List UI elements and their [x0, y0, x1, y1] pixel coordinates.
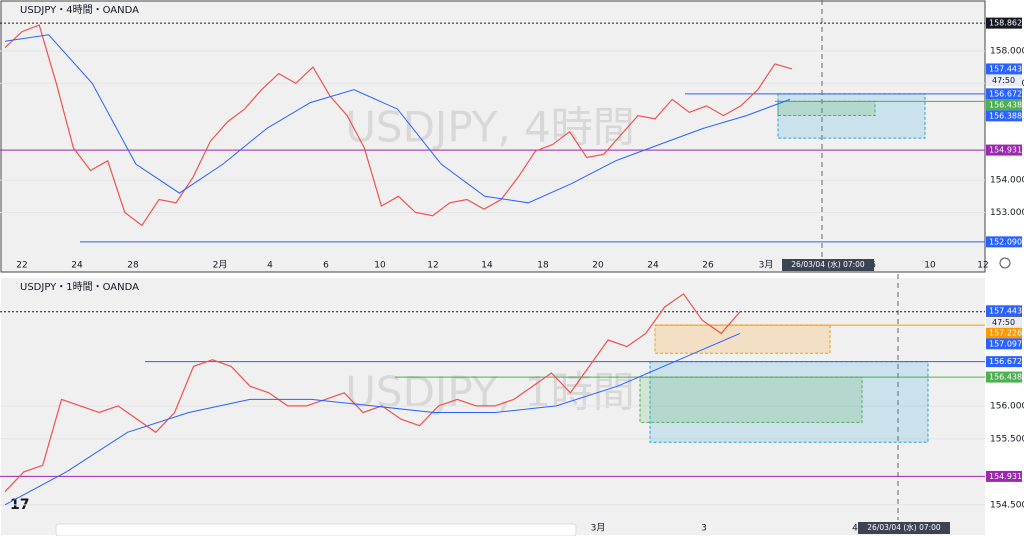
x-tick-label: 24: [647, 261, 659, 271]
price-tag-label: 157.226: [989, 328, 1022, 337]
zone: [649, 361, 929, 443]
price-tag-label: 157.097: [989, 339, 1022, 348]
x-tick-label: 3: [701, 524, 707, 534]
price-tag-label: 156.388: [989, 111, 1022, 120]
x-tick-label: 3月: [759, 260, 774, 271]
y-tick-label: 154.000: [990, 176, 1024, 186]
x-tick-label: 6: [323, 261, 329, 271]
settings-button[interactable]: [999, 257, 1011, 269]
time-tag-box: [858, 522, 950, 534]
x-tick-label: 12: [427, 261, 438, 271]
countdown-box: [986, 316, 1022, 328]
y-tick-label: 155.500: [990, 434, 1024, 444]
time-tag-box: [782, 259, 874, 271]
price-tag: [986, 371, 1022, 383]
price-tag-label: 152.090: [989, 237, 1022, 246]
x-tick-label: 4: [852, 524, 858, 534]
x-tick-label: 10: [924, 261, 936, 271]
price-tag: [986, 338, 1022, 350]
x-tick-label: 18: [537, 261, 549, 271]
price-tag-label: 154.931: [989, 472, 1022, 481]
x-tick-label: 4: [267, 261, 273, 271]
price-tag-label: 158.862: [989, 19, 1022, 28]
time-tag: 26/03/04 (水) 07:00: [791, 259, 865, 269]
price-tag-label: 157.443: [989, 64, 1022, 73]
price-tag-label: 156.438: [989, 100, 1022, 109]
price-tag: [986, 63, 1022, 75]
x-tick-label: 10: [374, 261, 386, 271]
drawing-toolbar[interactable]: [55, 523, 577, 536]
price-tag: [986, 110, 1022, 122]
x-tick-label: 26: [702, 261, 714, 271]
time-tag: 26/03/04 (水) 07:00: [867, 522, 941, 532]
price-tag: [986, 236, 1022, 248]
y-tick-label: 154.500: [990, 500, 1024, 510]
panel-title: USDJPY・4時間・OANDA: [20, 4, 139, 16]
price-line: [4, 332, 741, 506]
x-tick-label: 20: [592, 261, 604, 271]
price-tag: [986, 99, 1022, 111]
price-tag: [986, 88, 1022, 100]
y-tick-label: 153.000: [990, 208, 1024, 218]
x-tick-label: 28: [127, 261, 139, 271]
x-tick-label: 14: [481, 261, 493, 271]
x-tick-label: 24: [71, 261, 83, 271]
y-tick-label: 156.000: [990, 401, 1024, 411]
zone: [777, 100, 876, 117]
price-tag-label: 156.672: [989, 89, 1022, 98]
price-tag-label: 156.672: [989, 357, 1022, 366]
watermark: USDJPY, 1時間: [345, 368, 635, 417]
countdown-box: [986, 74, 1022, 86]
price-tag: [986, 305, 1022, 317]
price-tag-label: 154.931: [989, 146, 1022, 155]
x-tick-label: 2月: [213, 260, 228, 271]
x-tick-label: 3月: [591, 523, 606, 534]
price-tag: [986, 327, 1022, 339]
price-tag-label: 156.438: [989, 373, 1022, 382]
price-tag-label: 157.443: [989, 306, 1022, 315]
price-tag: [986, 356, 1022, 368]
zone: [639, 376, 863, 423]
price-tag: [986, 144, 1022, 156]
zone: [654, 324, 831, 354]
x-tick-label: 22: [16, 261, 27, 271]
watermark: USDJPY, 4時間: [345, 103, 635, 152]
price-line: [4, 293, 741, 493]
price-tag: [986, 17, 1022, 29]
panel-4h: [0, 0, 986, 273]
price-tag: [986, 470, 1022, 482]
price-line: [4, 34, 791, 204]
countdown: 47:50: [992, 76, 1015, 85]
x-tick-label: 12: [977, 261, 988, 271]
y-tick-label: 158.000: [990, 46, 1024, 56]
panel-title: USDJPY・1時間・OANDA: [20, 281, 139, 293]
price-line: [4, 24, 793, 227]
countdown: 47:50: [992, 318, 1015, 327]
